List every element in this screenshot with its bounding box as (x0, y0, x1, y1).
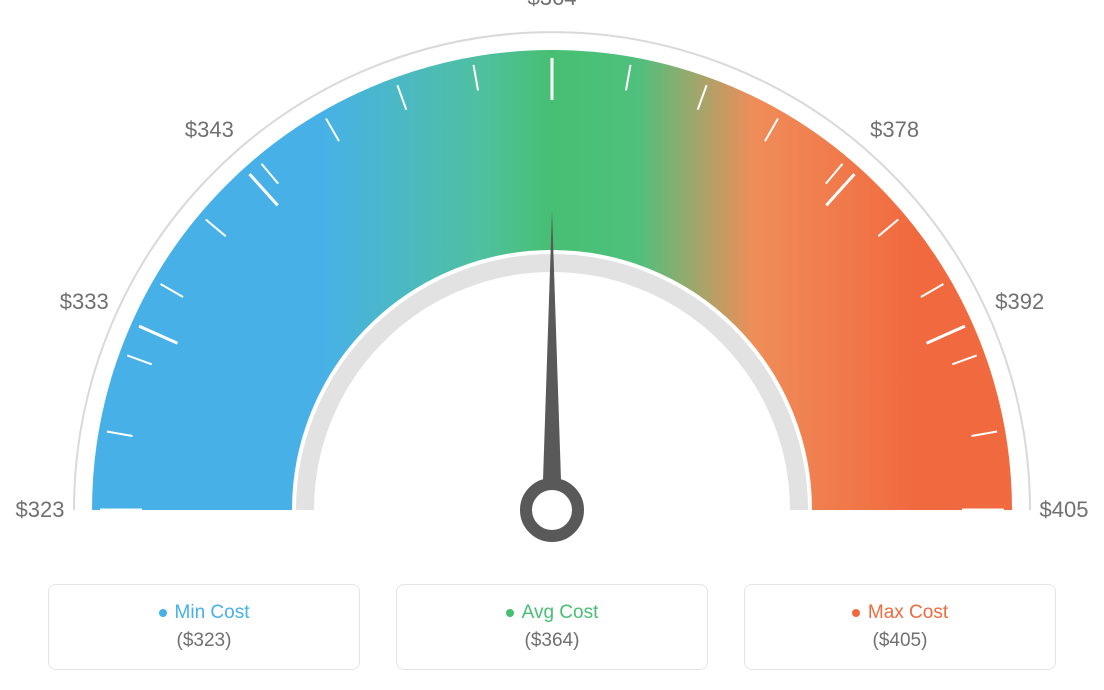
gauge-tick-label: $343 (185, 117, 234, 143)
legend-min-dot (159, 609, 167, 617)
legend-min-card: Min Cost ($323) (48, 584, 360, 670)
legend-avg-title: Avg Cost (506, 602, 599, 624)
legend-avg-value: ($364) (525, 630, 580, 652)
legend-min-title: Min Cost (159, 602, 250, 624)
gauge-tick-label: $364 (528, 0, 577, 11)
gauge-chart: $323 $333 $343 $364 $378 $392 $405 (0, 0, 1104, 560)
legend-avg-label: Avg Cost (522, 602, 599, 624)
legend-avg-card: Avg Cost ($364) (396, 584, 708, 670)
gauge-tick-label: $405 (1040, 497, 1089, 523)
legend-max-title: Max Cost (852, 602, 948, 624)
gauge-tick-label: $333 (60, 289, 109, 315)
legend-max-dot (852, 609, 860, 617)
legend-max-value: ($405) (873, 630, 928, 652)
legend-min-label: Min Cost (175, 602, 250, 624)
legend-max-card: Max Cost ($405) (744, 584, 1056, 670)
gauge-tick-label: $392 (995, 289, 1044, 315)
legend-avg-dot (506, 609, 514, 617)
legend-min-value: ($323) (177, 630, 232, 652)
gauge-tick-label: $378 (870, 117, 919, 143)
gauge-tick-label: $323 (16, 497, 65, 523)
legend-row: Min Cost ($323) Avg Cost ($364) Max Cost… (0, 584, 1104, 670)
legend-max-label: Max Cost (868, 602, 948, 624)
cost-gauge-container: $323 $333 $343 $364 $378 $392 $405 Min Cost ($… (0, 0, 1104, 690)
